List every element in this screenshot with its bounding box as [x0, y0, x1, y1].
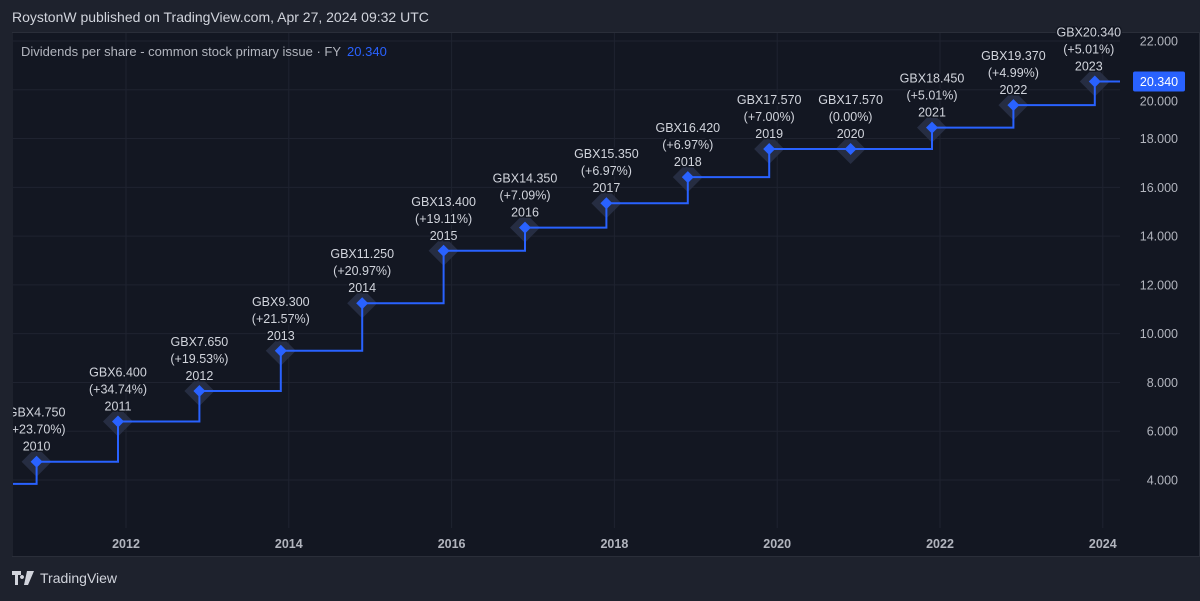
- point-change-label: (+6.97%): [581, 164, 632, 178]
- x-tick-label: 2018: [600, 537, 628, 551]
- y-tick-label: 12.000: [1140, 278, 1178, 292]
- last-value-text: 20.340: [1140, 75, 1178, 89]
- point-change-label: (+34.74%): [89, 382, 147, 396]
- point-year-label: 2016: [511, 206, 539, 220]
- point-value-label: GBX17.570: [737, 93, 802, 107]
- brand-name: TradingView: [40, 570, 118, 586]
- dividend-step-line: [13, 80, 1120, 485]
- point-year-label: 2015: [430, 229, 458, 243]
- legend-value: 20.340: [347, 44, 387, 59]
- data-point-marker: [1088, 75, 1101, 88]
- point-change-label: (+19.53%): [170, 352, 228, 366]
- publish-info: RoystonW published on TradingView.com, A…: [12, 9, 429, 25]
- point-change-label: (0.00%): [829, 110, 873, 124]
- point-value-label: GBX6.400: [89, 365, 147, 379]
- chart-legend: Dividends per share - common stock prima…: [21, 44, 387, 59]
- point-year-label: 2019: [755, 127, 783, 141]
- point-change-label: (+4.99%): [988, 66, 1039, 80]
- point-change-label: (+5.01%): [1063, 42, 1114, 56]
- data-point-marker: [763, 143, 776, 156]
- data-point-marker: [274, 344, 287, 357]
- data-point-marker: [437, 244, 450, 257]
- point-value-label: GBX4.750: [8, 406, 66, 420]
- x-tick-label: 2022: [926, 537, 954, 551]
- data-point-marker: [1007, 99, 1020, 112]
- point-year-label: 2023: [1075, 59, 1103, 73]
- data-point-marker: [681, 171, 694, 184]
- point-change-label: (+7.09%): [499, 189, 550, 203]
- point-change-label: (+21.57%): [252, 312, 310, 326]
- y-tick-label: 8.000: [1147, 376, 1178, 390]
- left-margin: [0, 33, 13, 556]
- point-value-label: GBX13.400: [411, 195, 476, 209]
- point-year-label: 2013: [267, 329, 295, 343]
- point-change-label: (+23.70%): [8, 423, 66, 437]
- last-value-tag: [1133, 71, 1185, 92]
- point-value-label: GBX7.650: [171, 335, 229, 349]
- point-value-label: GBX17.570: [818, 93, 883, 107]
- data-point-marker: [30, 455, 43, 468]
- point-change-label: (+6.97%): [662, 138, 713, 152]
- point-year-label: 2011: [105, 399, 132, 413]
- x-tick-label: 2020: [763, 537, 791, 551]
- point-change-label: (+7.00%): [744, 110, 795, 124]
- point-value-label: GBX20.340: [1056, 25, 1121, 39]
- data-point-marker: [844, 143, 857, 156]
- point-year-label: 2020: [837, 127, 865, 141]
- x-tick-label: 2012: [112, 537, 140, 551]
- tradingview-logo-icon: [12, 571, 34, 585]
- y-tick-label: 20.000: [1140, 94, 1178, 108]
- data-point-marker: [519, 221, 531, 234]
- data-point-marker: [112, 415, 124, 428]
- point-value-label: GBX15.350: [574, 147, 639, 161]
- point-year-label: 2012: [185, 369, 213, 383]
- point-change-label: (+19.11%): [415, 212, 472, 226]
- y-tick-label: 18.000: [1140, 132, 1178, 146]
- x-tick-label: 2024: [1089, 537, 1117, 551]
- tradingview-logo[interactable]: TradingView: [12, 570, 117, 586]
- y-tick-label: 14.000: [1140, 230, 1178, 244]
- point-value-label: GBX9.300: [252, 295, 310, 309]
- data-point-marker: [193, 384, 206, 397]
- y-tick-label: 22.000: [1140, 35, 1178, 49]
- point-value-label: GBX16.420: [655, 121, 720, 135]
- x-tick-label: 2014: [275, 537, 303, 551]
- y-tick-label: 4.000: [1147, 474, 1178, 488]
- data-point-marker: [356, 297, 369, 310]
- data-point-marker: [926, 121, 938, 134]
- point-year-label: 2014: [348, 281, 376, 295]
- data-point-marker: [600, 197, 613, 210]
- x-tick-label: 2016: [438, 537, 466, 551]
- point-value-label: GBX14.350: [493, 172, 558, 186]
- point-change-label: (+5.01%): [906, 89, 957, 103]
- point-change-label: (+20.97%): [333, 264, 391, 278]
- legend-title: Dividends per share - common stock prima…: [21, 44, 342, 59]
- y-tick-label: 16.000: [1140, 181, 1178, 195]
- point-year-label: 2017: [592, 181, 620, 195]
- y-tick-label: 6.000: [1147, 425, 1178, 439]
- point-value-label: GBX11.250: [330, 247, 394, 261]
- point-value-label: GBX19.370: [981, 49, 1046, 63]
- point-year-label: 2021: [918, 106, 946, 120]
- y-tick-label: 10.000: [1140, 327, 1178, 341]
- point-value-label: GBX18.450: [900, 72, 965, 86]
- point-year-label: 2018: [674, 155, 702, 169]
- point-year-label: 2010: [23, 440, 51, 454]
- point-year-label: 2022: [999, 83, 1027, 97]
